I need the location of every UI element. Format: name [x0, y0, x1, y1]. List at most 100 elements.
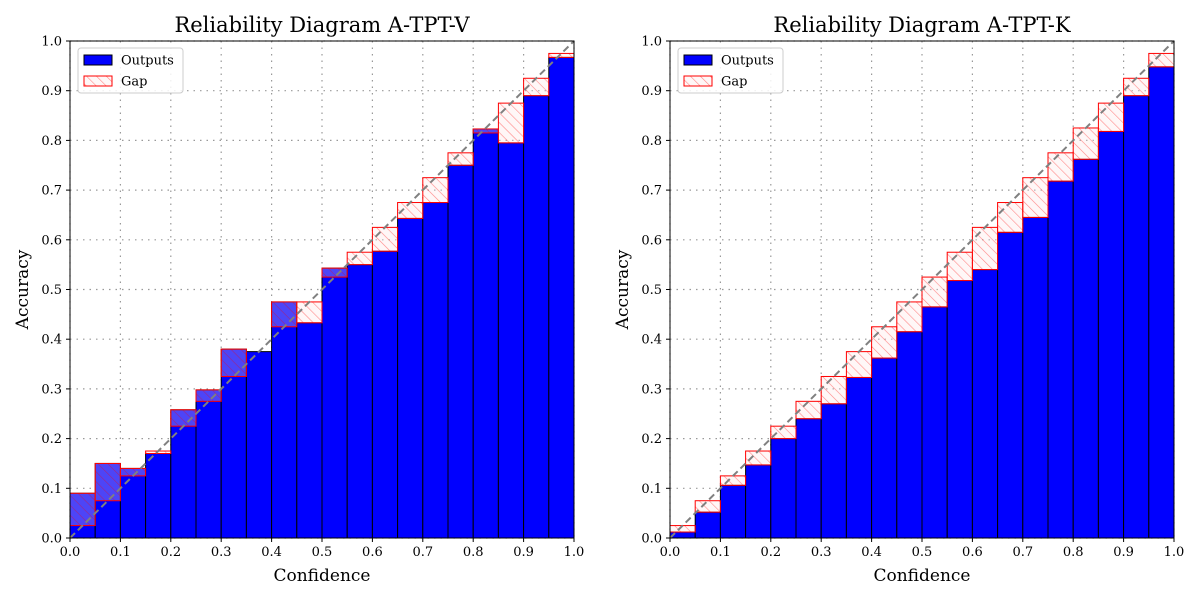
gap-bar	[745, 450, 772, 466]
y-tick-label: 0.3	[41, 382, 62, 397]
gap-bar	[548, 52, 575, 58]
gap-bar	[1022, 177, 1049, 218]
gap-bar	[795, 400, 822, 420]
chart-panel-1: 0.0 0.1 0.2 0.3 0.4 0.5 0.6 0.7 0.8 0.9 1.0 0.0 0.1 0…	[613, 13, 1184, 586]
legend-label-gap: Gap	[121, 75, 147, 90]
output-bar	[1097, 130, 1125, 539]
output-bar	[896, 331, 923, 539]
x-tick-label: 0.1	[710, 545, 731, 560]
gap-bar	[472, 128, 499, 134]
gap-bar	[820, 375, 847, 405]
output-bar	[220, 348, 247, 539]
x-axis-label: Confidence	[873, 566, 970, 586]
x-tick-label: 0.2	[760, 545, 781, 560]
y-tick-label: 0.2	[41, 432, 62, 447]
gap-bar	[871, 326, 898, 359]
y-tick-label: 0.9	[41, 84, 62, 99]
y-tick-label: 0.9	[641, 84, 662, 99]
calibration-diagonal	[669, 40, 1175, 539]
legend-swatch-gap	[83, 75, 113, 87]
x-tick-label: 0.8	[1063, 545, 1084, 560]
x-tick-label: 1.0	[564, 545, 585, 560]
gap-bar	[220, 348, 247, 377]
x-tick-label: 0.6	[962, 545, 983, 560]
y-tick-label: 0.4	[641, 333, 662, 348]
output-bar	[447, 164, 474, 539]
chart-title: Reliability Diagram A-TPT-K	[773, 13, 1070, 37]
y-axis-label: Accuracy	[13, 249, 33, 330]
output-bar	[770, 438, 797, 539]
x-tick-label: 0.2	[160, 545, 181, 560]
x-tick-label: 1.0	[1164, 545, 1185, 560]
legend: Outputs Gap	[77, 47, 184, 94]
gap-bar	[195, 389, 222, 402]
output-bar	[548, 56, 575, 539]
x-tick-label: 0.7	[1012, 545, 1033, 560]
chart-panel-0: 0.0 0.1 0.2 0.3 0.4 0.5 0.6 0.7 0.8 0.9 1.0 0.0 0.1 0…	[13, 13, 584, 586]
y-tick-label: 0.6	[641, 233, 662, 248]
output-bar	[1022, 216, 1049, 539]
x-tick-label: 0.5	[312, 545, 333, 560]
output-bar	[195, 389, 222, 539]
output-bar	[871, 357, 898, 539]
gap-bar	[971, 226, 999, 271]
legend-label-gap: Gap	[721, 75, 747, 90]
output-bar	[371, 250, 399, 539]
gap-bar	[94, 462, 121, 502]
y-tick-label: 0.0	[41, 532, 62, 547]
output-bar	[397, 217, 424, 539]
x-tick-label: 0.7	[412, 545, 433, 560]
x-tick-label: 0.0	[60, 545, 81, 560]
y-axis-label: Accuracy	[613, 249, 633, 330]
y-tick-label: 0.3	[641, 382, 662, 397]
x-tick-label: 0.9	[1113, 545, 1134, 560]
output-bar	[971, 269, 999, 539]
x-tick-label: 0.4	[261, 545, 282, 560]
chart-title: Reliability Diagram A-TPT-V	[174, 13, 470, 37]
y-tick-label: 0.8	[41, 134, 62, 149]
output-bar	[497, 142, 525, 539]
y-tick-label: 0.2	[641, 432, 662, 447]
legend-swatch-outputs	[83, 54, 113, 66]
gap-bar	[69, 492, 96, 527]
legend: Outputs Gap	[677, 47, 784, 94]
gap-bar	[946, 251, 973, 282]
x-tick-label: 0.6	[362, 545, 383, 560]
y-tick-label: 0.1	[41, 482, 62, 497]
gap-bar	[719, 475, 747, 486]
output-bar	[997, 231, 1024, 539]
y-tick-label: 0.4	[41, 333, 62, 348]
gap-bar	[921, 276, 948, 308]
output-bar	[422, 202, 449, 539]
legend-swatch-outputs	[683, 54, 713, 66]
output-bar	[523, 95, 550, 539]
output-bar	[795, 418, 822, 539]
output-bar	[245, 351, 273, 539]
output-bar	[145, 453, 172, 539]
output-bar	[745, 464, 772, 539]
x-tick-label: 0.4	[861, 545, 882, 560]
output-bar	[170, 409, 197, 539]
x-tick-label: 0.1	[110, 545, 131, 560]
y-tick-label: 0.5	[641, 283, 662, 298]
gap-bar	[845, 351, 873, 378]
gap-bar	[497, 102, 525, 144]
gap-bar	[1072, 127, 1099, 160]
legend-label-outputs: Outputs	[121, 54, 174, 69]
output-bar	[1123, 95, 1150, 539]
y-tick-label: 0.8	[641, 134, 662, 149]
output-bar	[472, 128, 499, 539]
output-bar	[1072, 158, 1099, 539]
output-bar	[1047, 180, 1074, 539]
output-bar	[321, 267, 348, 539]
gap-bar	[296, 301, 323, 324]
output-bar	[346, 264, 373, 539]
gap-bar	[346, 251, 373, 266]
gap-bar	[694, 500, 721, 513]
gap-bar	[447, 152, 474, 166]
x-tick-label: 0.5	[912, 545, 933, 560]
gap-bar	[422, 177, 449, 204]
y-tick-label: 1.0	[41, 35, 62, 50]
gap-bar	[770, 425, 797, 440]
y-tick-label: 0.7	[641, 184, 662, 199]
